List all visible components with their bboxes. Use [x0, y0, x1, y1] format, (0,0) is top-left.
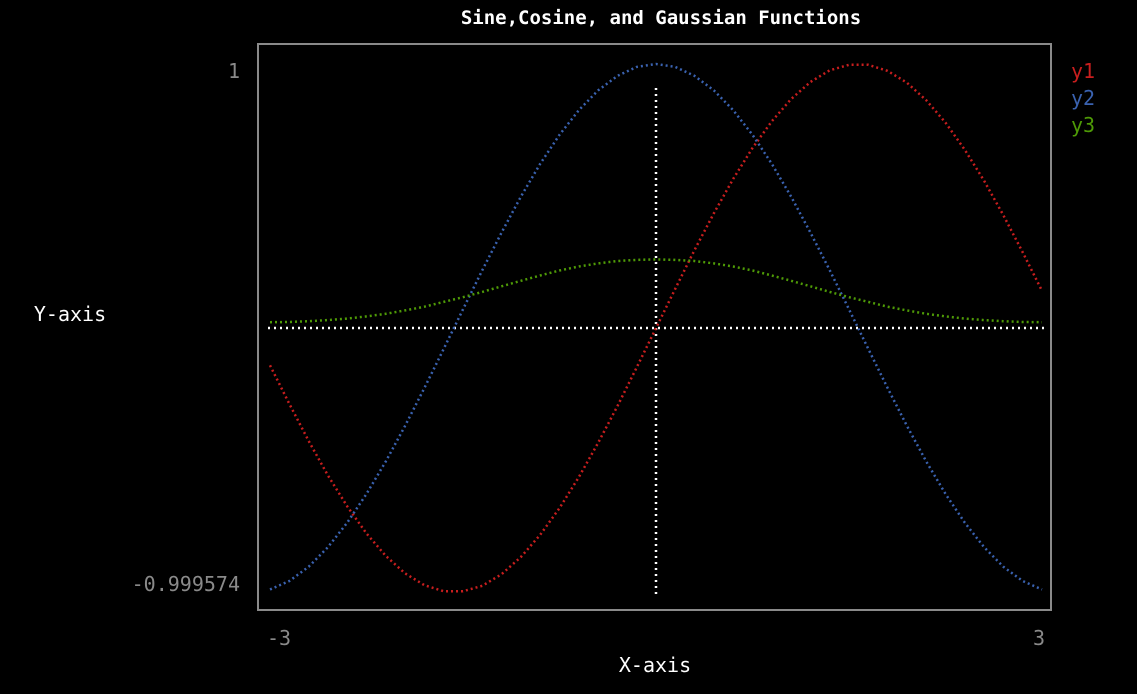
- plot-frame: [257, 43, 1052, 611]
- series-layer: [268, 62, 1044, 593]
- x-tick-label-max: 3: [1033, 626, 1045, 650]
- series-line-y1: [268, 63, 1044, 593]
- y-tick-label-max: 1: [228, 59, 240, 83]
- y-tick-label-min: -0.999574: [132, 572, 240, 596]
- legend-item-y1: y1: [1071, 59, 1095, 83]
- legend-item-y2: y2: [1071, 86, 1095, 110]
- chart-title: Sine,Cosine, and Gaussian Functions: [461, 7, 861, 29]
- series-line-y2: [269, 62, 1043, 591]
- x-axis-label: X-axis: [619, 653, 691, 677]
- y-axis-label: Y-axis: [34, 302, 106, 326]
- series-line-y3: [269, 258, 1043, 324]
- zero-axes: [268, 88, 1044, 594]
- x-tick-label-min: -3: [267, 626, 291, 650]
- legend-item-y3: y3: [1071, 113, 1095, 137]
